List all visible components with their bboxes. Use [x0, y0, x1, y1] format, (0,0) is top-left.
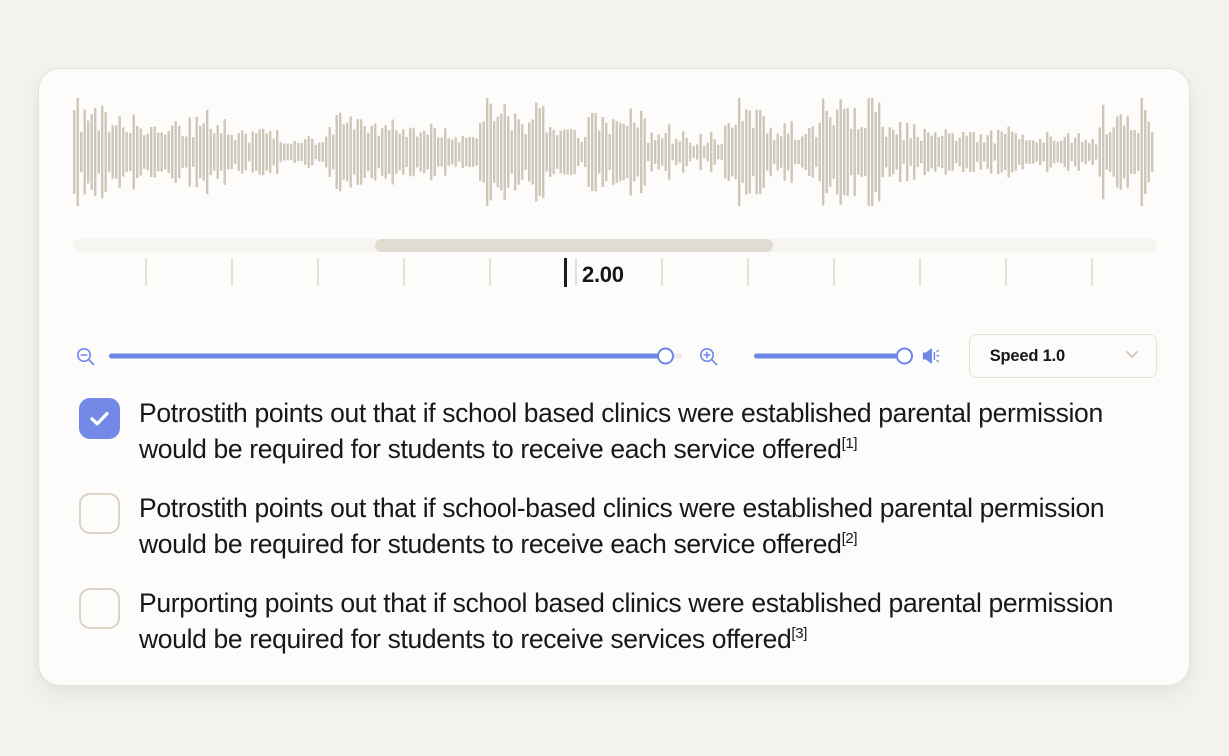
audio-waveform[interactable] — [73, 97, 1157, 207]
ruler-tick — [661, 258, 663, 286]
zoom-slider-thumb[interactable] — [656, 347, 674, 365]
option-citation: [2] — [841, 530, 858, 548]
volume-slider-thumb[interactable] — [896, 347, 914, 365]
option-checkbox[interactable] — [79, 493, 120, 534]
option-text: Potrostith points out that if school bas… — [139, 394, 1159, 467]
speed-select-label: Speed 1.0 — [989, 346, 1065, 365]
volume-slider-fill — [754, 353, 905, 359]
timeline-scrollbar-thumb[interactable] — [375, 239, 774, 252]
transcript-option[interactable]: Potrostith points out that if school-bas… — [79, 489, 1159, 562]
waveform-graphic — [73, 98, 1154, 206]
ruler-tick — [1005, 258, 1007, 286]
chevron-down-icon — [1122, 344, 1142, 369]
zoom-in-icon[interactable] — [696, 344, 720, 368]
transcript-option[interactable]: Purporting points out that if school bas… — [79, 584, 1159, 657]
timeline-ruler[interactable]: 2.00 — [73, 258, 1157, 296]
ruler-tick — [145, 258, 147, 286]
ruler-tick — [1091, 258, 1093, 286]
ruler-tick — [575, 258, 577, 286]
option-text-body: Purporting points out that if school bas… — [139, 588, 1114, 654]
ruler-tick — [489, 258, 491, 286]
transcript-options-list: Potrostith points out that if school bas… — [79, 394, 1159, 679]
option-checkbox[interactable] — [79, 588, 120, 629]
ruler-tick — [403, 258, 405, 286]
option-text: Potrostith points out that if school-bas… — [139, 489, 1159, 562]
zoom-slider-fill — [109, 353, 666, 359]
option-citation: [3] — [791, 625, 808, 643]
speed-select[interactable]: Speed 1.0 — [968, 334, 1157, 378]
option-checkbox[interactable] — [79, 398, 120, 439]
transcript-option[interactable]: Potrostith points out that if school bas… — [79, 394, 1159, 467]
current-time-label: 2.00 — [582, 262, 624, 287]
check-icon — [90, 411, 109, 426]
timeline-playhead[interactable] — [564, 258, 568, 287]
zoom-slider[interactable] — [109, 346, 683, 366]
option-text-body: Potrostith points out that if school-bas… — [139, 493, 1105, 559]
option-text-body: Potrostith points out that if school bas… — [139, 398, 1103, 464]
zoom-out-icon[interactable] — [73, 344, 97, 368]
audio-transcript-card: 2.00 — [38, 68, 1190, 686]
option-text: Purporting points out that if school bas… — [139, 584, 1159, 657]
speaker-volume-icon[interactable] — [919, 344, 943, 368]
volume-slider[interactable] — [754, 346, 914, 366]
ruler-tick — [231, 258, 233, 286]
ruler-tick — [317, 258, 319, 286]
player-controls: Speed 1.0 — [73, 332, 1157, 380]
ruler-tick — [833, 258, 835, 286]
option-citation: [1] — [841, 435, 858, 453]
ruler-tick — [747, 258, 749, 286]
ruler-tick — [919, 258, 921, 286]
